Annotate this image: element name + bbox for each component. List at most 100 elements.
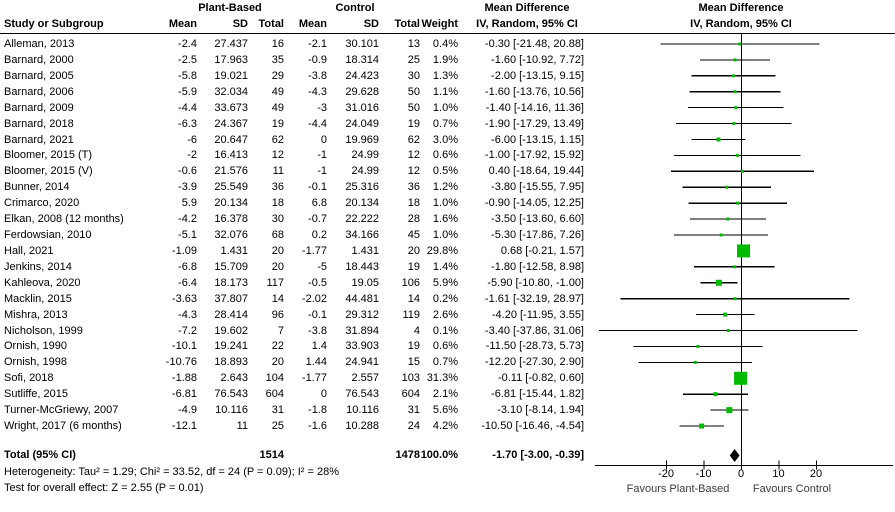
mean2-cell: -0.7 [308,213,327,226]
ci-text-cell: 0.40 [-18.64, 19.44] [488,165,584,178]
total2-cell: 45 [407,229,420,242]
total2-cell: 4 [413,324,420,337]
mean2-cell: -3.8 [308,324,327,337]
study-cell: Barnard, 2018 [4,117,74,130]
study-cell: Mishra, 2013 [4,308,68,321]
mean1-cell: -1.09 [171,244,197,257]
effect-square [715,279,722,286]
effect-square [734,106,738,110]
total2-cell: 14 [407,292,420,305]
total1-cell: 36 [271,181,284,194]
total2-cell: 19 [407,117,420,130]
study-row: Nicholson, 1999 -7.2 19.602 7 -3.8 31.894 4 0.1… [0,323,895,339]
mean1-cell: -6.3 [178,117,197,130]
mean1-cell: -6.8 [178,260,197,273]
total2-cell: 103 [401,372,420,385]
total1-cell: 49 [271,101,284,114]
study-row: Barnard, 2005 -5.8 19.021 29 -3.8 24.423 30 1.3… [0,68,895,84]
sd1-cell: 19.602 [214,324,248,337]
sd1-cell: 76.543 [214,388,248,401]
study-cell: Alleman, 2013 [4,38,75,50]
sd1-cell: 24.367 [214,117,248,130]
ci-text-cell: -1.60 [-10.92, 7.72] [491,53,584,66]
effect-square [736,201,740,205]
mean1-cell: -4.3 [178,308,197,321]
total1-cell: 68 [271,229,284,242]
sd2-cell: 29.312 [345,308,379,321]
sd2-cell: 18.314 [345,53,379,66]
total2-cell: 50 [407,101,420,114]
weight-cell: 0.6% [432,340,458,353]
ci-text-cell: -6.81 [-15.44, 1.82] [491,388,584,401]
study-row: Ferdowsian, 2010 -5.1 32.076 68 0.2 34.166 45 1… [0,227,895,243]
weight-cell: 29.8% [426,244,458,257]
ci-text-cell: -0.90 [-14.05, 12.25] [484,197,584,210]
mean1-cell: -6.4 [178,276,197,289]
ci-text-cell: -1.80 [-12.58, 8.98] [491,260,584,273]
total2-cell: 36 [407,181,420,194]
study-cell: Ornish, 1990 [4,340,67,353]
column-header-weight: Weight [421,18,458,30]
sd1-cell: 16.378 [214,213,248,226]
ci-text-cell: -1.90 [-17.29, 13.49] [484,117,584,130]
study-row: Mishra, 2013 -4.3 28.414 96 -0.1 29.312 119 2.6… [0,307,895,323]
total2-cell: 50 [407,85,420,98]
total2-cell: 604 [401,388,420,401]
mean1-cell: -6.81 [171,388,197,401]
total2-cell: 31 [407,404,420,417]
weight-cell: 0.2% [432,292,458,305]
weight-cell: 0.7% [432,356,458,369]
mean1-cell: -4.9 [178,404,197,417]
study-row: Ornish, 1990 -10.1 19.241 22 1.4 33.903 19 0.6%… [0,338,895,354]
sd1-cell: 19.021 [214,69,248,82]
ci-text-cell: -1.60 [-13.76, 10.56] [484,85,584,98]
sd2-cell: 31.016 [345,101,379,114]
sd1-cell: 19.241 [214,340,248,353]
effect-square [699,423,705,429]
column-header-total2: Total [394,18,420,30]
effect-square [696,344,700,348]
sd1-cell: 33.673 [214,101,248,114]
weight-cell: 1.2% [432,181,458,194]
ci-text-cell: -0.11 [-0.82, 0.60] [497,372,584,385]
sd2-cell: 76.543 [345,388,379,401]
sd1-cell: 1.431 [220,244,248,257]
weight-cell: 1.0% [432,197,458,210]
weight-cell: 4.2% [432,420,458,433]
study-row: Barnard, 2006 -5.9 32.034 49 -4.3 29.628 50 1.1… [0,84,895,100]
mean2-cell: -0.9 [308,53,327,66]
effect-square [735,153,739,157]
sd2-cell: 24.423 [345,69,379,82]
ci-text-cell: -2.00 [-13.15, 9.15] [491,69,584,82]
mean2-cell: -1.77 [301,372,327,385]
ci-text-cell: -5.30 [-17.86, 7.26] [491,229,584,242]
study-cell: Ornish, 1998 [4,356,67,369]
weight-cell: 0.5% [432,165,458,178]
total1-cell: 14 [271,292,284,305]
mean2-cell: -1 [317,149,327,162]
total-row: Total (95% CI) 1514 1478 100.0% -1.70 [-… [0,447,895,463]
sd2-cell: 25.316 [345,181,379,194]
effect-square [719,233,723,237]
mean1-cell: -10.76 [165,356,197,369]
effect-square [732,265,736,269]
sd1-cell: 27.437 [214,38,248,50]
ci-text-cell: -1.40 [-14.16, 11.36] [485,101,584,114]
sd1-cell: 28.414 [214,308,248,321]
mean1-cell: -3.9 [178,181,197,194]
effect-square [726,407,733,414]
sd2-cell: 20.134 [345,197,379,210]
mean1-cell: -2.5 [178,53,197,66]
total1-cell: 117 [266,276,284,289]
ci-text-cell: -3.50 [-13.60, 6.60] [491,213,584,226]
sd2-cell: 19.05 [351,276,379,289]
total1-cell: 104 [265,372,284,385]
ci-text-cell: -3.40 [-37.86, 31.06] [484,324,584,337]
study-row: Barnard, 2000 -2.5 17.963 35 -0.9 18.314 25 1.9… [0,52,895,68]
sd2-cell: 2.557 [351,372,379,385]
mean1-cell: -0.6 [178,165,197,178]
effect-square [734,371,748,385]
sd2-cell: 24.99 [351,149,379,162]
total1-cell: 7 [277,324,284,337]
weight-cell: 0.1% [432,324,458,337]
